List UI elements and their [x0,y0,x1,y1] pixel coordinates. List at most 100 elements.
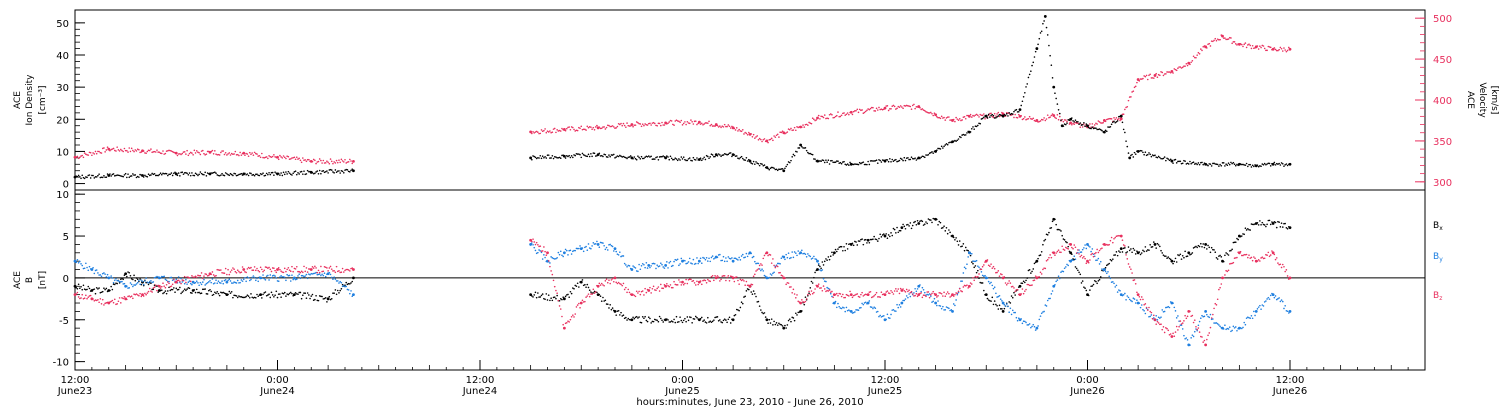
trace-dot [610,154,613,156]
trace-dot [938,291,941,294]
trace-dot [257,174,260,177]
trace-dot [1044,267,1047,270]
trace-dot [621,124,624,127]
trace-dot [922,294,925,296]
trace-dot [690,262,692,264]
trace-dot [573,249,575,252]
trace-dot [669,284,672,286]
trace-dot [205,273,208,276]
trace-dot [339,271,341,274]
trace-dot [188,152,191,155]
trace-dot [1192,321,1195,324]
trace-dot [334,271,337,274]
trace-dot [317,160,320,163]
trace-dot [797,126,800,129]
trace-dot [1095,259,1097,262]
trace-dot [637,317,639,319]
trace-dot [316,271,319,274]
trace-dot [970,283,973,285]
trace-dot [312,272,315,275]
data-point [1187,251,1191,255]
trace-dot [890,289,892,292]
trace-dot [109,149,111,152]
trace-dot [1253,256,1255,258]
trace-dot [652,121,655,124]
trace-dot [1092,283,1095,286]
trace-dot [268,171,270,174]
trace-dot [811,117,814,120]
trace-dot [1057,108,1060,111]
trace-dot [662,155,665,157]
trace-dot [303,275,305,278]
data-point [782,326,786,330]
trace-dot [1206,47,1208,49]
trace-dot [1163,73,1166,75]
trace-dot [1077,120,1079,123]
trace-dot [645,319,648,322]
trace-dot [1210,40,1213,42]
trace-dot [829,292,832,295]
trace-dot [716,124,719,127]
trace-dot [1225,328,1227,331]
trace-dot [109,301,111,303]
trace-dot [769,322,772,324]
trace-dot [926,154,928,156]
trace-dot [640,125,643,128]
bottom-left-tick-label: -10 [53,358,69,369]
trace-dot [540,129,543,131]
trace-dot [741,278,744,281]
trace-dot [167,290,169,292]
trace-dot [963,249,966,252]
trace-dot [1249,229,1252,231]
trace-dot [283,276,286,279]
trace-dot [1125,106,1127,109]
trace-dot [667,267,669,269]
trace-dot [1195,328,1197,330]
trace-dot [713,125,715,127]
data-point [1271,162,1275,166]
trace-dot [130,283,133,286]
trace-dot [350,267,352,270]
trace-dot [692,156,695,159]
trace-dot [1181,322,1184,324]
trace-dot [1191,252,1194,254]
trace-dot [581,128,584,131]
trace-dot [1026,277,1029,279]
trace-dot [317,172,320,175]
trace-dot [667,319,669,321]
trace-dot [1178,66,1180,68]
trace-dot [858,307,861,309]
trace-dot [681,321,684,324]
trace-dot [308,273,310,275]
trace-dot [234,294,237,297]
trace-dot [997,295,1000,298]
trace-dot [79,287,81,290]
trace-dot [1140,252,1143,254]
data-point [1035,259,1039,263]
trace-dot [827,159,830,162]
trace-dot [1227,328,1230,330]
trace-dot [1269,254,1272,256]
trace-dot [533,246,536,249]
trace-dot [1108,126,1110,128]
trace-dot [1048,44,1050,47]
trace-dot [180,292,182,295]
trace-dot [240,154,243,156]
trace-dot [722,319,725,322]
data-point [157,289,161,292]
trace-dot [991,267,994,269]
trace-dot [539,245,542,247]
trace-dot [637,270,639,273]
trace-dot [720,321,722,323]
trace-dot [960,136,962,139]
trace-dot [1065,246,1067,249]
trace-dot [890,107,892,110]
trace-dot [899,157,902,160]
data-point [816,259,819,263]
trace-dot [1101,129,1103,132]
trace-dot [221,292,223,294]
data-point [141,293,144,297]
trace-dot [308,268,310,270]
trace-dot [804,147,807,149]
trace-dot [728,125,731,128]
